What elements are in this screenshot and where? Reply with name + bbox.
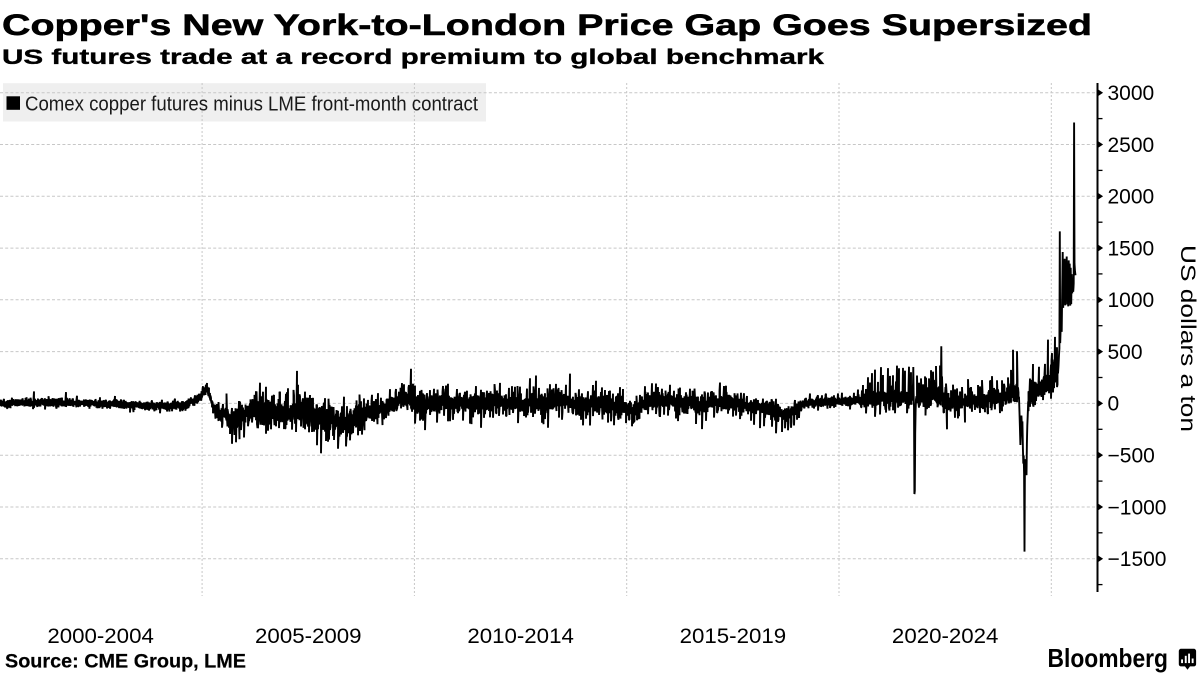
svg-text:2005-2009: 2005-2009 xyxy=(255,625,362,648)
svg-text:−1500: −1500 xyxy=(1108,548,1167,571)
svg-text:−500: −500 xyxy=(1108,445,1155,468)
svg-text:2000: 2000 xyxy=(1108,186,1155,209)
svg-text:2010-2014: 2010-2014 xyxy=(467,625,574,648)
svg-text:500: 500 xyxy=(1108,341,1143,364)
svg-text:Comex copper futures minus LME: Comex copper futures minus LME front-mon… xyxy=(25,93,478,116)
svg-text:3000: 3000 xyxy=(1108,82,1155,105)
svg-text:Bloomberg: Bloomberg xyxy=(1048,643,1169,673)
svg-text:US dollars a ton: US dollars a ton xyxy=(1176,245,1199,432)
svg-text:2015-2019: 2015-2019 xyxy=(680,625,787,648)
svg-text:Copper's New York-to-London Pr: Copper's New York-to-London Price Gap Go… xyxy=(2,9,1092,42)
svg-text:0: 0 xyxy=(1108,393,1120,416)
svg-text:−1000: −1000 xyxy=(1108,496,1167,519)
svg-text:2000-2004: 2000-2004 xyxy=(47,625,154,648)
svg-text:1000: 1000 xyxy=(1108,289,1155,312)
svg-text:2020-2024: 2020-2024 xyxy=(892,625,999,648)
svg-text:US futures trade at a record p: US futures trade at a record premium to … xyxy=(2,45,824,69)
svg-text:2500: 2500 xyxy=(1108,134,1155,157)
svg-text:1500: 1500 xyxy=(1108,237,1155,260)
svg-text:Source: CME Group, LME: Source: CME Group, LME xyxy=(5,652,246,673)
